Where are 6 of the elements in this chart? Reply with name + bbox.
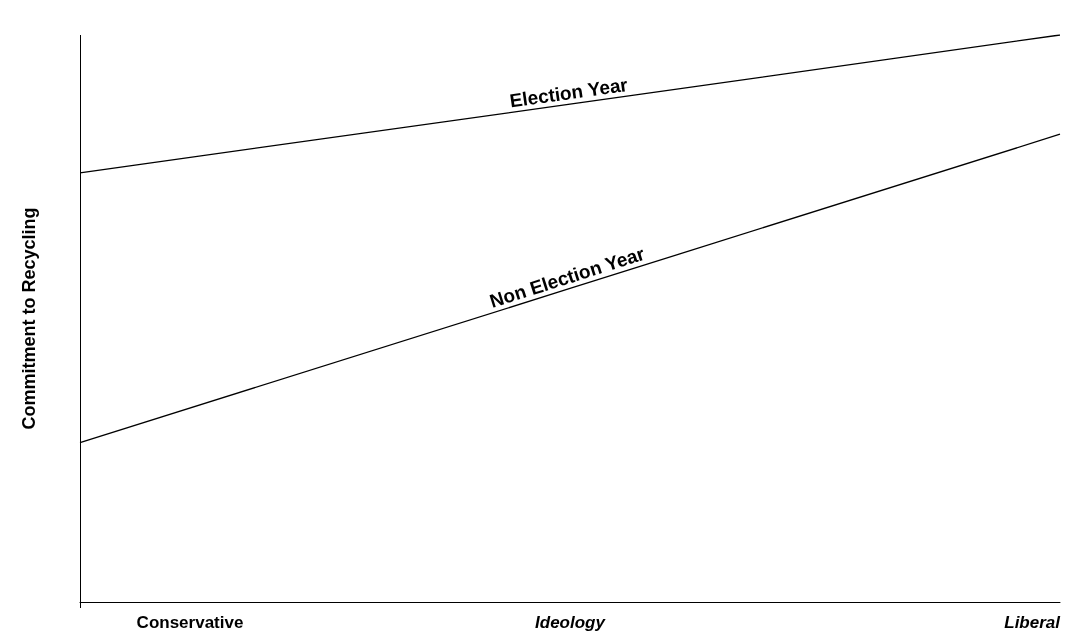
x-axis-title: Ideology bbox=[535, 613, 607, 632]
text: Conservative bbox=[136, 612, 244, 632]
text: Non Election Year bbox=[487, 242, 648, 312]
text: Election Year bbox=[508, 73, 630, 112]
y-axis-title: Commitment to Recycling bbox=[19, 207, 39, 430]
text: Liberal bbox=[1004, 612, 1062, 632]
